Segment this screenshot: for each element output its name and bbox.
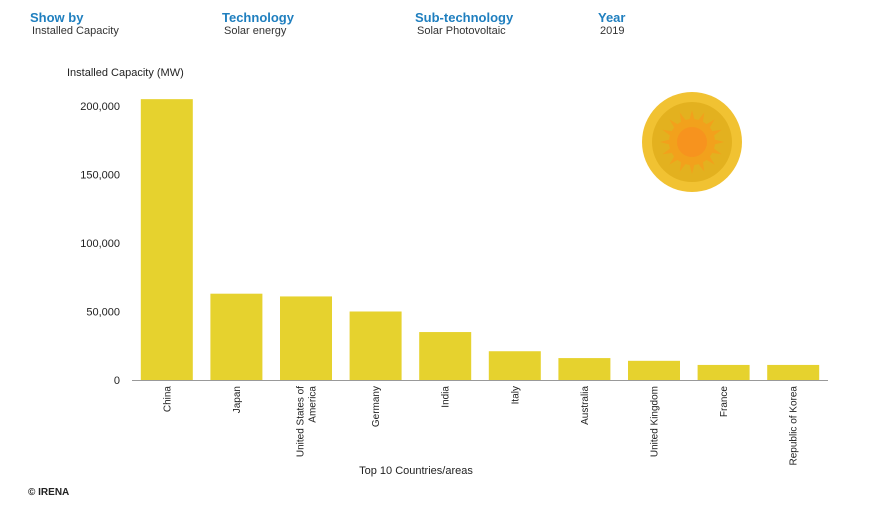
x-category-label: China [162, 386, 173, 413]
y-tick-label: 200,000 [80, 101, 120, 113]
x-category-label: Republic of Korea [789, 386, 800, 466]
y-tick-label: 100,000 [80, 238, 120, 250]
bar[interactable] [419, 332, 472, 380]
sun-icon [642, 92, 742, 192]
y-axis-title: Installed Capacity (MW) [67, 67, 184, 79]
sun-icon-core [677, 127, 707, 157]
y-axis: 0 50,000 100,000 150,000 200,000 [80, 101, 120, 387]
filter-show-by-label: Show by [30, 10, 84, 25]
sun-ray [711, 129, 722, 137]
filter-year[interactable]: Year 2019 [598, 10, 625, 38]
x-category-label: Australia [580, 386, 591, 425]
sun-ray [679, 112, 687, 123]
sun-ray [711, 147, 722, 155]
x-category-label: India [441, 386, 452, 408]
bar[interactable] [558, 358, 611, 380]
y-tick-label: 150,000 [80, 170, 120, 182]
x-category-label: United States ofAmerica [296, 386, 319, 458]
x-category-label: Germany [371, 386, 382, 427]
x-category-label: United Kingdom [650, 386, 661, 457]
sun-ray [689, 110, 695, 121]
y-tick-label: 50,000 [86, 307, 120, 319]
filter-show-by-value[interactable]: Installed Capacity [32, 25, 119, 37]
bars [140, 99, 820, 381]
x-axis-categories: China Japan United States ofAmerica Germany… [162, 386, 799, 466]
bar[interactable] [697, 364, 750, 380]
filter-year-label: Year [598, 10, 626, 25]
bar[interactable] [349, 311, 402, 381]
filter-year-value[interactable]: 2019 [600, 25, 625, 37]
filter-technology-value[interactable]: Solar energy [224, 25, 287, 37]
bar[interactable] [488, 351, 541, 380]
bar[interactable] [280, 296, 332, 380]
sun-ray [662, 147, 673, 155]
sun-ray [689, 163, 695, 174]
filter-sub-technology-label: Sub-technology [415, 10, 514, 25]
bar-chart: Installed Capacity (MW) 0 50,000 100,000 15… [67, 67, 828, 477]
x-category-label: Italy [510, 386, 521, 404]
sun-ray [697, 112, 705, 123]
bar[interactable] [210, 293, 263, 380]
filter-technology[interactable]: Technology Solar energy [222, 10, 294, 38]
y-tick-label: 0 [114, 375, 120, 387]
bar[interactable] [767, 364, 820, 380]
x-category-label: France [719, 386, 730, 418]
copyright: © IRENA [28, 487, 70, 498]
sun-ray [679, 161, 687, 172]
sun-ray [713, 139, 724, 145]
filter-technology-label: Technology [222, 10, 294, 25]
sun-ray [662, 129, 673, 137]
filter-sub-technology-value[interactable]: Solar Photovoltaic [417, 25, 506, 37]
x-axis-title: Top 10 Countries/areas [359, 465, 473, 477]
sun-ray [660, 139, 671, 145]
filter-show-by[interactable]: Show by Installed Capacity [30, 10, 119, 38]
bar[interactable] [140, 99, 193, 381]
x-category-label: Japan [232, 386, 243, 413]
bar[interactable] [628, 360, 680, 380]
sun-ray [697, 161, 705, 172]
filter-sub-technology[interactable]: Sub-technology Solar Photovoltaic [415, 10, 513, 38]
